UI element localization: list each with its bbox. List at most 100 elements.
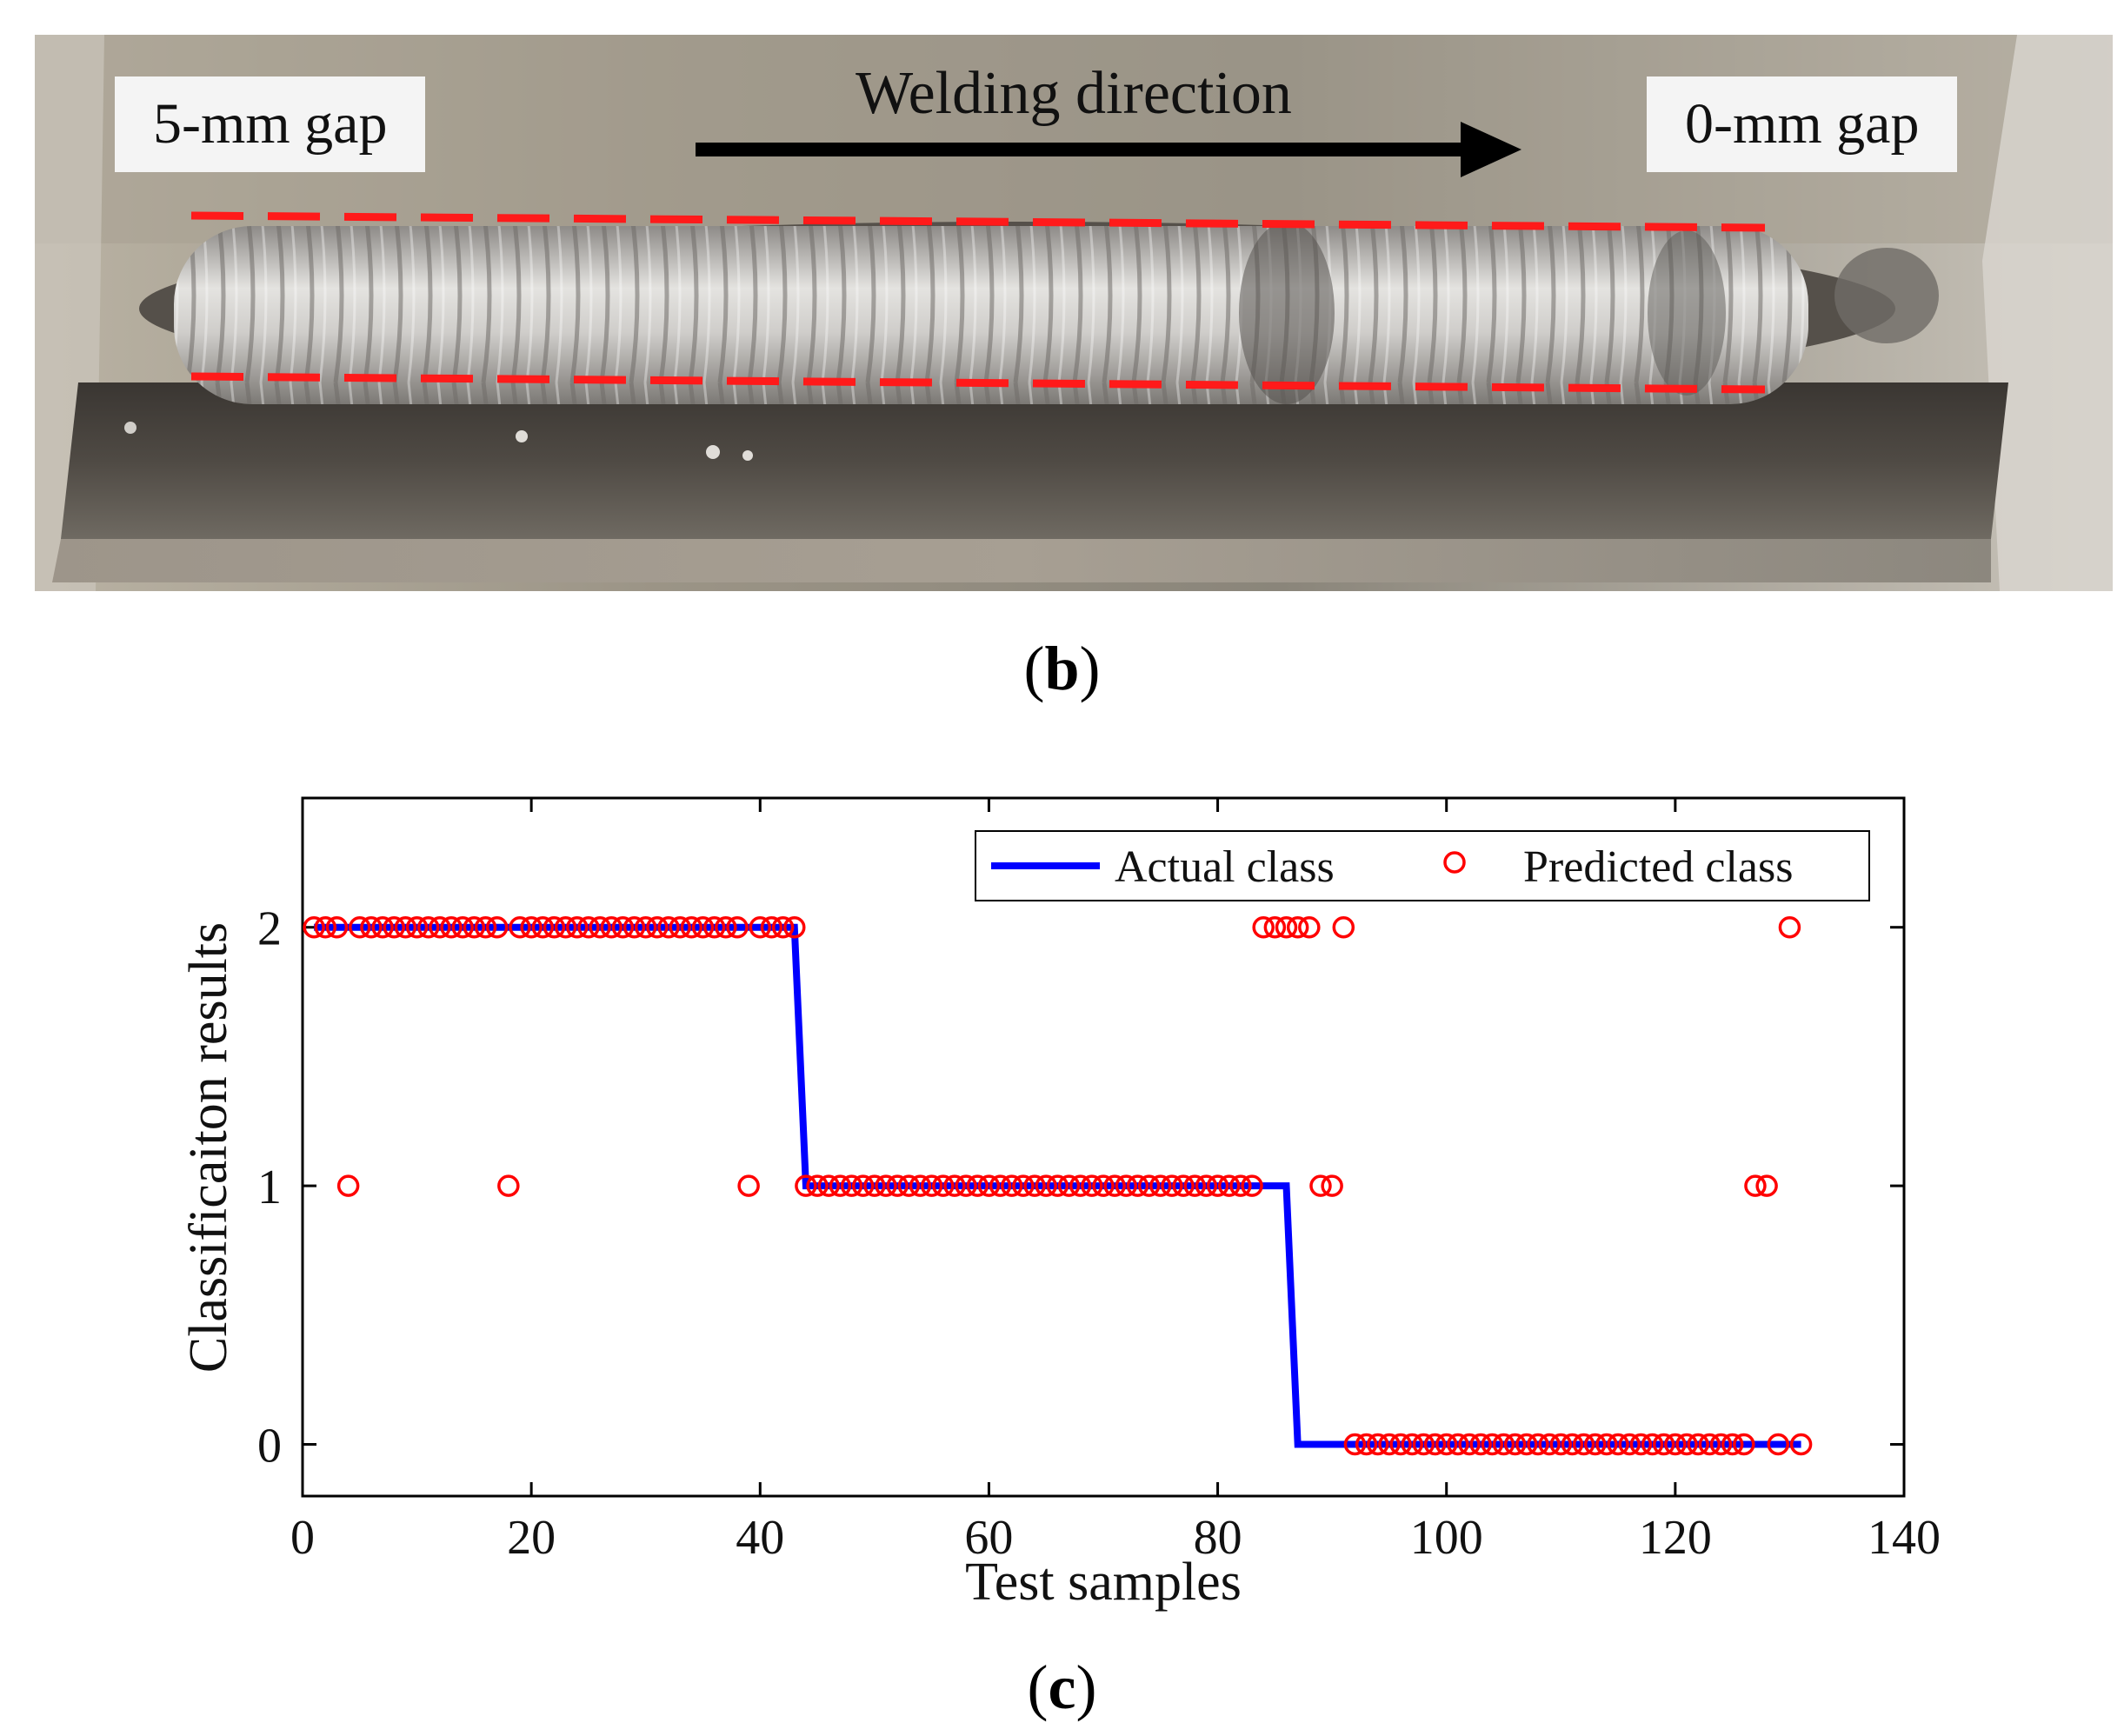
legend-predicted-swatch	[1443, 851, 1466, 874]
predicted-point	[1481, 1433, 1504, 1456]
predicted-point	[520, 915, 543, 939]
predicted-point	[1241, 1174, 1263, 1197]
right-gap-label: 0-mm gap	[1647, 76, 1958, 172]
predicted-point	[314, 915, 337, 939]
tick-labels: 0 20 40 60 80 100 120 140 0 1 2	[257, 902, 1941, 1565]
predicted-point	[1057, 1174, 1081, 1197]
caption-b-letter: b	[1044, 634, 1080, 703]
predicted-point	[1275, 915, 1298, 939]
predicted-point	[303, 915, 325, 939]
predicted-point	[829, 1174, 852, 1197]
caption-c-letter: c	[1048, 1653, 1076, 1722]
legend-predicted-label: Predicted class	[1523, 842, 1793, 892]
predicted-point	[943, 1174, 966, 1197]
predicted-point	[1103, 1174, 1126, 1197]
predicted-point	[1195, 1174, 1218, 1197]
predicted-point	[1423, 1433, 1447, 1456]
y-axis-label: Classificaiton results	[179, 922, 238, 1373]
predicted-point	[451, 915, 474, 939]
predicted-point	[1744, 1174, 1767, 1197]
predicted-point	[1755, 1174, 1778, 1197]
predicted-point	[989, 1174, 1012, 1197]
predicted-point	[1607, 1433, 1629, 1456]
predicted-point	[1721, 1433, 1744, 1456]
caption-b: (b)	[1023, 634, 1101, 703]
caption-c: (c)	[1027, 1653, 1097, 1722]
weld-photo-panel: 5-mm gap 0-mm gap Welding direction	[35, 35, 2113, 591]
predicted-point	[1561, 1433, 1584, 1456]
predicted-point	[1584, 1433, 1607, 1456]
welding-direction-label: Welding direction	[856, 60, 1292, 127]
predicted-point	[966, 1174, 989, 1197]
y-tick-label: 1	[257, 1161, 282, 1214]
predicted-point	[1618, 1433, 1641, 1456]
predicted-point	[405, 915, 429, 939]
predicted-point	[886, 1174, 909, 1197]
predicted-point	[1778, 915, 1801, 939]
predicted-point	[1447, 1433, 1469, 1456]
predicted-point	[897, 1174, 921, 1197]
predicted-point	[1458, 1433, 1481, 1456]
predicted-point	[702, 915, 726, 939]
predicted-point	[1412, 1433, 1435, 1456]
predicted-point	[1733, 1433, 1755, 1456]
predicted-point	[485, 915, 509, 939]
predicted-point	[1709, 1433, 1733, 1456]
predicted-point	[589, 915, 611, 939]
left-gap-label: 5-mm gap	[115, 76, 426, 172]
predicted-point	[1115, 1174, 1138, 1197]
predicted-point	[680, 915, 703, 939]
predicted-point	[1023, 1174, 1046, 1197]
x-tick-label: 0	[290, 1511, 315, 1565]
predicted-point	[1572, 1433, 1595, 1456]
predicted-point	[920, 1174, 943, 1197]
predicted-point	[1389, 1433, 1412, 1456]
predicted-point	[1252, 915, 1275, 939]
predicted-point	[1355, 1433, 1378, 1456]
predicted-point	[394, 915, 417, 939]
predicted-point	[383, 915, 406, 939]
predicted-point	[1469, 1433, 1492, 1456]
predicted-point	[760, 915, 783, 939]
y-tick-label: 0	[257, 1420, 282, 1473]
predicted-point	[336, 1174, 360, 1197]
legend-actual-label: Actual class	[1115, 842, 1335, 892]
predicted-point	[977, 1174, 1001, 1197]
predicted-point	[715, 915, 737, 939]
predicted-point	[1595, 1433, 1618, 1456]
predicted-point	[634, 915, 657, 939]
predicted-point	[657, 915, 680, 939]
predicted-point	[1161, 1174, 1183, 1197]
predicted-point	[1321, 1174, 1343, 1197]
predicted-point	[1137, 1174, 1161, 1197]
predicted-point	[691, 915, 715, 939]
predicted-point	[440, 915, 463, 939]
predicted-point	[817, 1174, 840, 1197]
plot-area	[301, 796, 1906, 1498]
predicted-point	[1081, 1174, 1103, 1197]
predicted-point	[416, 915, 440, 939]
x-tick-label: 140	[1868, 1511, 1941, 1565]
predicted-point	[623, 915, 646, 939]
predicted-point	[1641, 1433, 1664, 1456]
predicted-point	[1503, 1433, 1527, 1456]
predicted-point	[737, 1174, 760, 1197]
predicted-point	[1046, 1174, 1069, 1197]
predicted-point	[325, 915, 349, 939]
predicted-point	[1687, 1433, 1709, 1456]
predicted-point	[1549, 1433, 1573, 1456]
predicted-point	[1298, 915, 1321, 939]
predicted-point	[1664, 1433, 1687, 1456]
predicted-point	[1012, 1174, 1035, 1197]
predicted-point	[726, 915, 749, 939]
y-tick-label: 2	[257, 902, 282, 956]
predicted-point	[771, 915, 795, 939]
predicted-point	[1652, 1433, 1675, 1456]
predicted-point	[1149, 1174, 1172, 1197]
predicted-point	[1675, 1433, 1698, 1456]
predicted-point	[531, 915, 555, 939]
predicted-point	[875, 1174, 897, 1197]
classification-chart: 0 20 40 60 80 100 120 140 0 1 2 Test samples Class…	[179, 796, 1941, 1612]
x-tick-label: 60	[964, 1511, 1013, 1565]
predicted-point	[349, 915, 371, 939]
